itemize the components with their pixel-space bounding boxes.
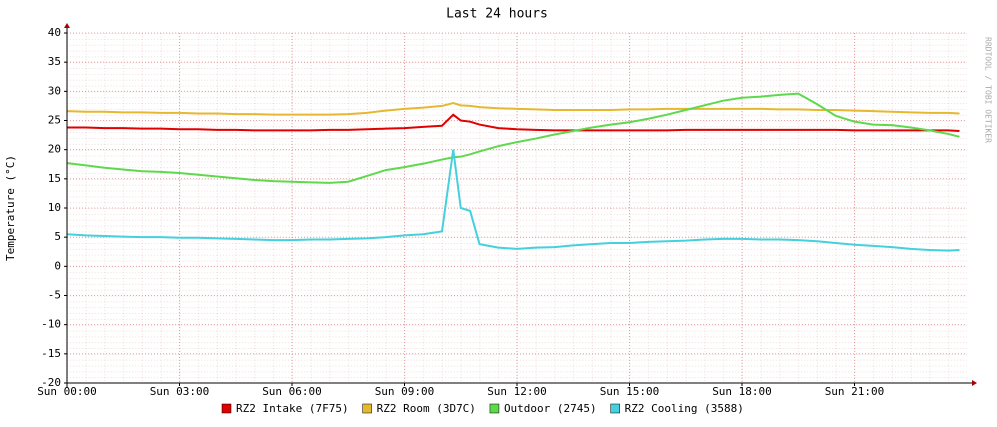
series-line [66,92,960,184]
x-tick-label: Sun 00:00 [37,385,97,398]
x-tick-label: Sun 09:00 [375,385,435,398]
y-tick-label: 20 [48,143,61,156]
legend-swatch [489,403,500,414]
y-tick-label: 10 [48,201,61,214]
chart-title: Last 24 hours [446,7,548,22]
x-tick-label: Sun 03:00 [150,385,210,398]
x-tick-label: Sun 21:00 [825,385,885,398]
legend-swatch [221,403,232,414]
series-line [67,113,960,132]
x-arrow [972,380,977,386]
watermark: RRDTOOL / TOBI OETIKER [984,37,993,143]
legend-label: RZ2 Cooling (3588) [625,402,744,415]
y-tick-label: 0 [54,259,61,272]
y-axis-label: Temperature (°C) [4,155,17,261]
y-tick-label: -5 [48,289,61,302]
y-tick-label: -15 [41,347,61,360]
y-tick-label: -20 [41,376,61,389]
x-tick-label: Sun 06:00 [262,385,322,398]
legend-swatch [610,403,620,414]
x-tick-label: Sun 18:00 [712,385,772,398]
legend-label: Outdoor (2745) [504,402,597,415]
y-arrow [64,23,70,28]
axes [64,23,977,388]
x-tick-label: Sun 15:00 [600,385,660,398]
series-line [66,149,960,252]
y-tick-label: 40 [48,26,61,39]
y-tick-label: -10 [41,318,61,331]
y-tick-label: 35 [48,55,61,68]
y-tick-label: 5 [54,230,61,243]
legend-label: RZ2 Intake (7F75) [236,402,349,415]
series-line [66,101,960,116]
y-tick-label: 30 [48,84,61,97]
x-tick-label: Sun 12:00 [487,385,547,398]
legend-swatch [362,403,372,414]
y-tick-label: 15 [48,172,61,185]
legend-label: RZ2 Room (3D7C) [377,402,476,415]
y-tick-label: 25 [48,114,61,127]
